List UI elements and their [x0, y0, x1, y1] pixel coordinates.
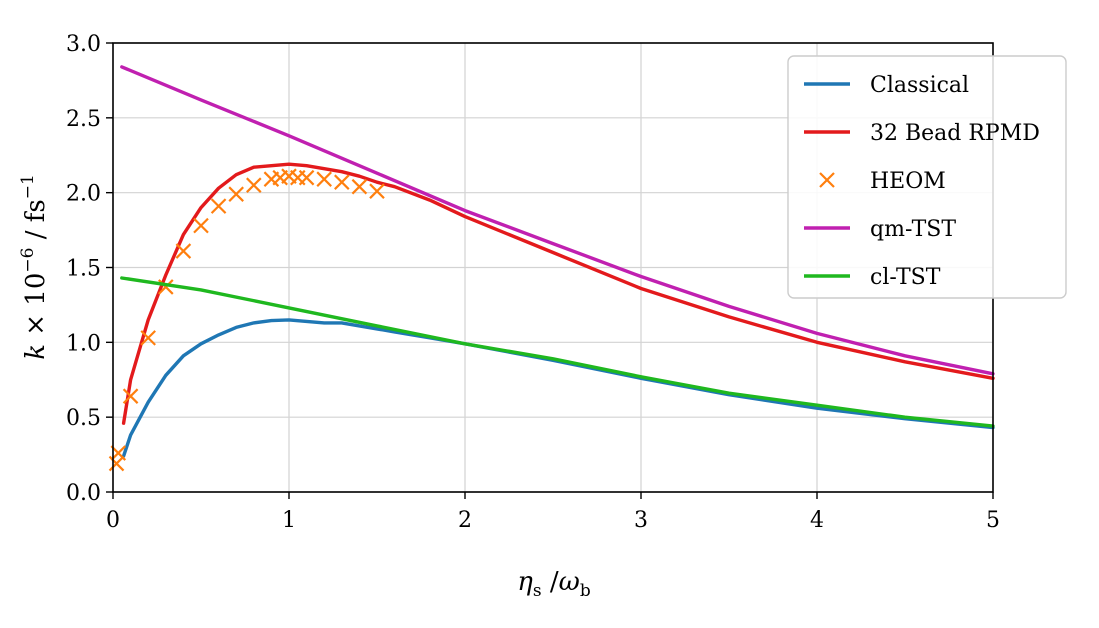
heom-marker [351, 178, 368, 195]
x-tick-label: 2 [458, 508, 472, 533]
heom-marker [334, 174, 350, 190]
series-line-qm-tst [120, 65, 995, 376]
series-line-cl-tst [120, 276, 995, 428]
heom-marker [298, 169, 315, 186]
legend-label: HEOM [870, 169, 946, 194]
x-axis-label: ηs /ωb [517, 567, 591, 601]
heom-marker [246, 177, 262, 193]
x-tick-label: 0 [106, 508, 120, 533]
x-tick-label: 3 [634, 508, 648, 533]
legend-swatch [819, 172, 835, 188]
heom-marker [316, 171, 332, 187]
legend-item-classical: Classical [804, 73, 969, 98]
heom-marker [369, 183, 385, 199]
legend-label: qm-TST [870, 217, 956, 242]
legend-box [787, 55, 1067, 299]
x-tick-label: 4 [810, 508, 824, 533]
x-tick-label: 5 [986, 508, 1000, 533]
legend-label: cl-TST [870, 265, 941, 290]
y-axis-label: k × 10−6 / fs−1 [18, 174, 51, 360]
ticks: 0 1 2 3 4 5 0.0 0.5 1.0 1.5 2.0 2.5 3.0 [66, 32, 1000, 533]
legend-item-32-bead-rpmd: 32 Bead RPMD [804, 121, 1040, 146]
legend-item-qm-tst: qm-TST [804, 217, 956, 242]
series-line-32-bead-rpmd [121, 162, 995, 425]
y-tick-label: 1.0 [66, 331, 101, 356]
heom-marker [122, 388, 139, 404]
legend-items: Classical 32 Bead RPMD HEOM qm-TST cl-TST [804, 73, 1040, 290]
y-tick-label: 1.5 [66, 257, 101, 282]
legend-item-cl-tst: cl-TST [804, 265, 941, 290]
heom-marker [228, 186, 244, 202]
y-tick-label: 2.5 [66, 107, 101, 132]
heom-marker [175, 243, 192, 259]
legend-label: 32 Bead RPMD [870, 121, 1040, 146]
legend: Classical 32 Bead RPMD HEOM qm-TST cl-TST [787, 55, 1067, 299]
x-tick-label: 1 [282, 508, 296, 533]
heom-marker [210, 198, 227, 214]
y-tick-label: 0.5 [66, 406, 101, 431]
heom-marker [193, 217, 209, 234]
series-layer [108, 65, 995, 472]
y-tick-label: 3.0 [66, 32, 101, 57]
y-tick-label: 2.0 [66, 182, 101, 207]
heom-marker [140, 330, 156, 346]
series-markers-heom [108, 168, 385, 472]
series-line-classical [121, 318, 995, 458]
legend-label: Classical [870, 73, 969, 98]
y-tick-label: 0.0 [66, 481, 101, 506]
legend-item-heom: HEOM [819, 169, 946, 194]
